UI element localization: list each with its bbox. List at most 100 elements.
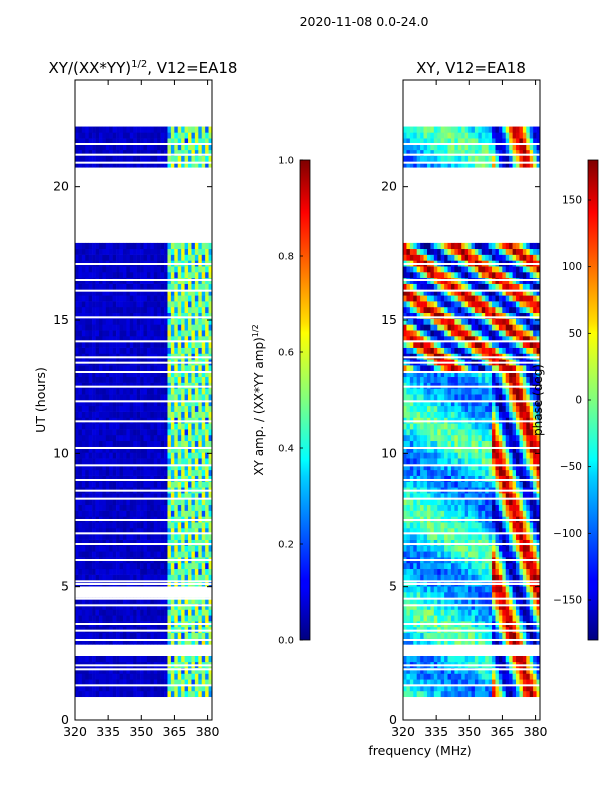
heatmap-cell — [102, 370, 107, 378]
heatmap-cell — [461, 592, 465, 599]
heatmap-cell — [205, 690, 209, 698]
heatmap-cell — [116, 289, 120, 296]
heatmap-cell — [109, 690, 113, 698]
heatmap-cell — [75, 551, 79, 558]
heatmap-cell — [119, 301, 124, 308]
heatmap-cell — [146, 312, 151, 319]
heatmap-cell — [502, 609, 507, 616]
heatmap-cell — [160, 336, 165, 343]
heatmap-cell — [167, 405, 172, 412]
heatmap-cell — [164, 242, 168, 250]
heatmap-cell — [485, 615, 489, 622]
heatmap-cell — [474, 481, 479, 488]
heatmap-cell — [81, 312, 86, 319]
heatmap-cell — [194, 679, 199, 686]
heatmap-cell — [126, 132, 131, 139]
heatmap-cell — [536, 458, 540, 465]
heatmap-cell — [167, 400, 172, 407]
heatmap-cell — [478, 667, 483, 674]
heatmap-cell — [464, 685, 469, 692]
heatmap-cell — [498, 545, 503, 552]
heatmap-cell — [198, 574, 203, 581]
heatmap-cell — [150, 138, 155, 145]
heatmap-cell — [188, 382, 192, 389]
heatmap-cell — [184, 411, 189, 418]
heatmap-cell — [485, 464, 489, 471]
heatmap-cell — [522, 533, 527, 540]
heatmap-cell — [409, 452, 414, 459]
heatmap-cell — [160, 242, 165, 250]
heatmap-cell — [167, 394, 172, 401]
heatmap-cell — [205, 370, 209, 378]
heatmap-cell — [509, 632, 513, 639]
heatmap-cell — [98, 126, 103, 133]
heatmap-cell — [78, 283, 83, 290]
heatmap-cell — [208, 475, 212, 482]
heatmap-cell — [102, 283, 107, 290]
heatmap-cell — [109, 673, 113, 680]
heatmap-cell — [519, 475, 524, 482]
heatmap-cell — [140, 562, 144, 570]
heatmap-cell — [457, 656, 462, 663]
heatmap-cell — [105, 144, 110, 151]
heatmap-cell — [85, 469, 89, 476]
heatmap-cell — [105, 539, 110, 546]
heatmap-cell — [167, 568, 172, 575]
heatmap-cell — [512, 452, 517, 459]
heatmap-cell — [95, 469, 100, 476]
heatmap-cell — [167, 574, 172, 581]
heatmap-cell — [478, 469, 483, 476]
heatmap-cell — [78, 318, 83, 325]
heatmap-cell — [208, 609, 212, 616]
heatmap-cell — [143, 562, 148, 570]
heatmap-cell — [423, 481, 428, 488]
heatmap-cell — [188, 562, 192, 570]
heatmap-cell — [143, 452, 148, 459]
heatmap-cell — [102, 464, 107, 471]
heatmap-cell — [88, 254, 93, 261]
heatmap-cell — [78, 446, 83, 453]
heatmap-cell — [116, 638, 120, 645]
heatmap-cell — [150, 161, 155, 168]
heatmap-cell — [440, 522, 445, 529]
heatmap-cell — [403, 539, 407, 546]
heatmap-cell — [150, 493, 155, 500]
heatmap-cell — [157, 533, 161, 540]
heatmap-cell — [181, 376, 185, 383]
heatmap-cell — [505, 528, 510, 535]
heatmap-cell — [485, 679, 489, 686]
heatmap-cell — [457, 603, 462, 610]
heatmap-cell — [129, 568, 134, 575]
heatmap-cell — [140, 568, 144, 575]
heatmap-cell — [502, 586, 507, 593]
heatmap-cell — [105, 405, 110, 412]
heatmap-cell — [167, 429, 172, 436]
heatmap-cell — [437, 545, 441, 552]
heatmap-cell — [75, 545, 79, 552]
heatmap-cell — [133, 242, 137, 250]
heatmap-cell — [153, 318, 158, 325]
heatmap-cell — [95, 690, 100, 698]
heatmap-cell — [198, 603, 203, 610]
heatmap-cell — [198, 522, 203, 529]
heatmap-cell — [98, 411, 103, 418]
heatmap-cell — [88, 475, 93, 482]
heatmap-cell — [122, 446, 127, 453]
data-gap-line — [75, 153, 212, 156]
heatmap-cell — [191, 365, 196, 372]
heatmap-cell — [526, 638, 531, 645]
heatmap-cell — [150, 551, 155, 558]
heatmap-cell — [98, 574, 103, 581]
heatmap-cell — [98, 446, 103, 453]
heatmap-cell — [519, 568, 524, 575]
heatmap-cell — [502, 464, 507, 471]
heatmap-cell — [529, 638, 534, 645]
heatmap-cell — [471, 690, 476, 698]
data-gap-line — [75, 447, 212, 449]
heatmap-cell — [136, 638, 141, 645]
heatmap-cell — [146, 458, 151, 465]
heatmap-cell — [454, 597, 459, 604]
heatmap-cell — [126, 388, 131, 395]
heatmap-cell — [85, 446, 89, 453]
heatmap-cell — [157, 144, 161, 151]
